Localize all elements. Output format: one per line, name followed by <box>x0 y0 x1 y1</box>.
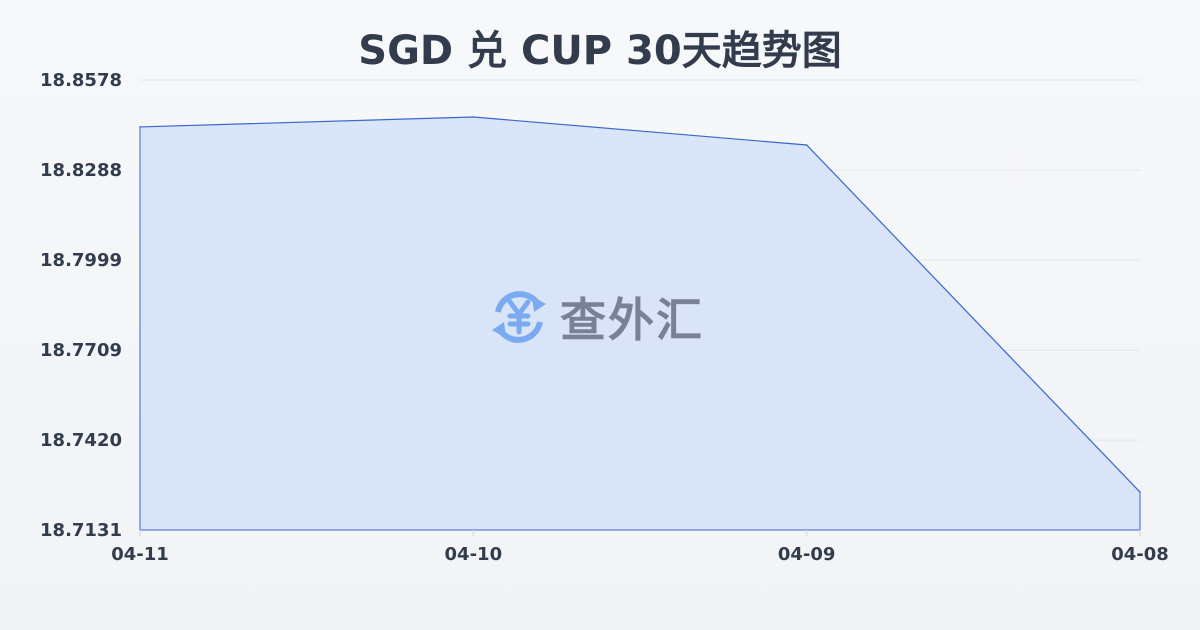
data-point <box>805 144 808 146</box>
yen-exchange-icon <box>492 291 546 343</box>
x-tick-label: 04-11 <box>111 544 169 565</box>
watermark: 查外汇 <box>488 284 704 350</box>
data-point <box>1139 491 1141 493</box>
data-point <box>472 116 475 118</box>
watermark-text: 查外汇 <box>560 293 704 347</box>
data-point <box>139 126 141 128</box>
x-tick-label: 04-09 <box>778 544 836 565</box>
chart-title: SGD 兑 CUP 30天趋势图 <box>358 28 842 74</box>
y-tick-label: 18.7420 <box>40 430 122 451</box>
area-fill <box>140 117 1140 530</box>
y-tick-label: 18.8578 <box>40 70 122 91</box>
y-tick-label: 18.7131 <box>40 520 122 541</box>
y-tick-label: 18.7999 <box>40 250 122 271</box>
x-tick-label: 04-08 <box>1111 544 1169 565</box>
series-line <box>139 116 1141 493</box>
y-tick-label: 18.7709 <box>40 340 122 361</box>
x-tick-label: 04-10 <box>445 544 503 565</box>
y-tick-label: 18.8288 <box>40 160 122 181</box>
